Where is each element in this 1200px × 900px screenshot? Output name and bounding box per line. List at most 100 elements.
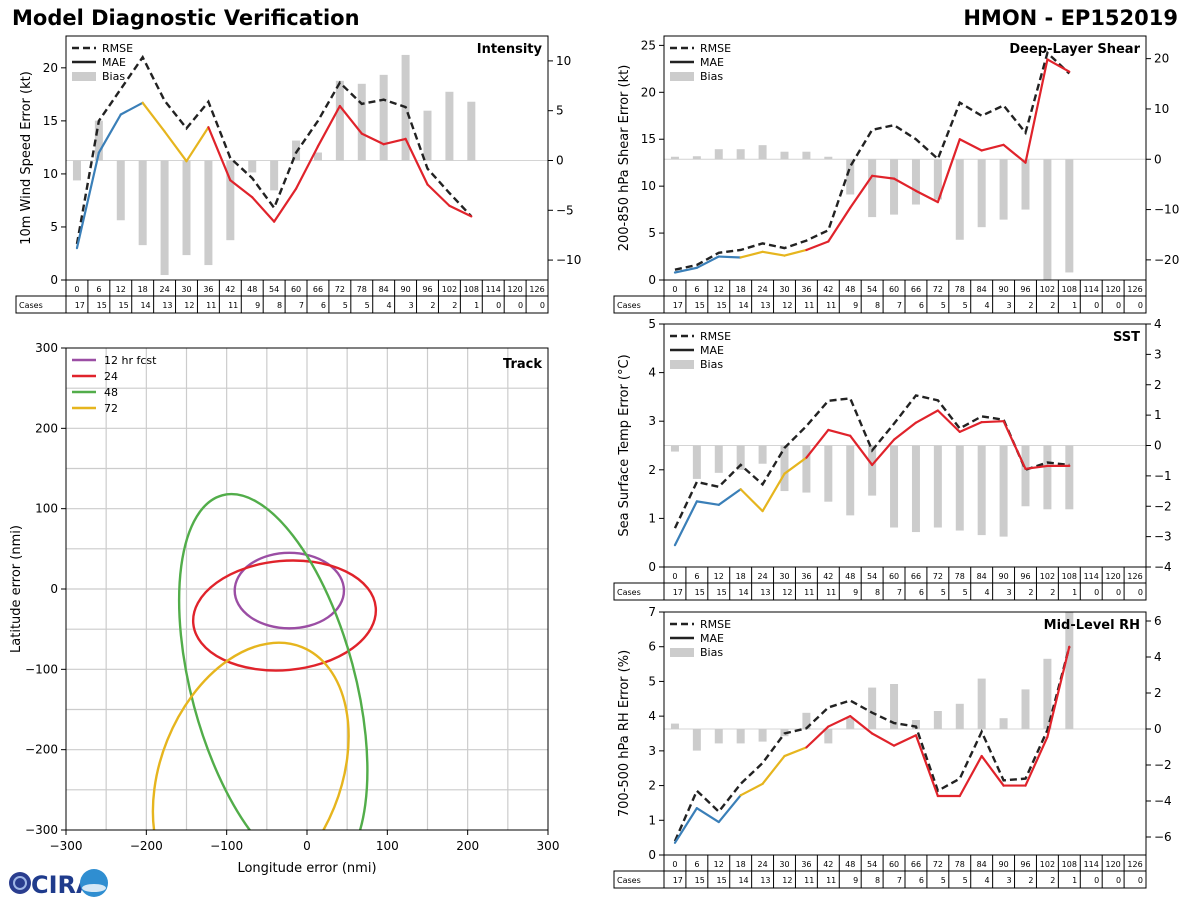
- case-count: 8: [875, 301, 880, 310]
- case-count: 9: [853, 588, 858, 597]
- lead-time-label: 0: [74, 285, 79, 294]
- case-count: 5: [941, 301, 946, 310]
- mae-segment: [185, 126, 210, 163]
- case-count: 4: [985, 301, 990, 310]
- case-count: 7: [897, 588, 902, 597]
- mae-segment: [695, 807, 720, 824]
- legend-mae-label: MAE: [102, 56, 126, 69]
- case-count: 6: [919, 588, 924, 597]
- mae-segment: [739, 488, 764, 513]
- y-tick-label: −200: [25, 743, 58, 757]
- lead-time-label: 12: [714, 572, 724, 581]
- case-count: 8: [875, 588, 880, 597]
- bias-bar: [313, 152, 322, 161]
- case-count: 11: [804, 876, 814, 885]
- case-count: 2: [1050, 301, 1055, 310]
- legend-mae-label: MAE: [700, 344, 724, 357]
- case-count: 3: [1006, 588, 1011, 597]
- mae-segment: [980, 754, 1005, 787]
- case-count: 11: [804, 588, 814, 597]
- case-count: 1: [474, 301, 479, 310]
- y-tick-label: 6: [648, 640, 656, 654]
- bias-bar: [292, 140, 301, 161]
- y2-tick-label: −10: [556, 253, 581, 267]
- bias-bar: [824, 729, 833, 744]
- lead-time-label: 102: [1040, 860, 1055, 869]
- lead-time-label: 96: [1020, 285, 1030, 294]
- lead-time-label: 24: [757, 572, 767, 581]
- mae-segment: [207, 126, 232, 182]
- lead-time-label: 18: [736, 572, 746, 581]
- case-count: 15: [695, 876, 705, 885]
- bias-bar: [467, 101, 476, 161]
- bias-bar: [758, 445, 767, 464]
- case-count: 9: [853, 876, 858, 885]
- cira-globe-inner-icon: [13, 876, 27, 890]
- bias-bar: [1043, 159, 1052, 280]
- bias-bar: [379, 74, 388, 161]
- mae-segment: [360, 132, 385, 146]
- bias-bar: [890, 445, 899, 528]
- mae-segment: [141, 101, 166, 133]
- mae-segment: [1024, 464, 1049, 470]
- page-title: Model Diagnostic Verification: [12, 6, 360, 30]
- lead-time-label: 120: [1105, 572, 1120, 581]
- case-count: 6: [919, 301, 924, 310]
- lead-time-label: 6: [694, 572, 699, 581]
- case-count: 17: [673, 301, 683, 310]
- plot-frame: [65, 35, 549, 281]
- lead-time-label: 108: [1062, 572, 1077, 581]
- x-tick-label: 300: [537, 839, 560, 853]
- bias-bar: [955, 703, 964, 729]
- mae-segment: [783, 746, 808, 758]
- track-ellipse: [233, 551, 346, 630]
- bias-bar: [824, 156, 833, 160]
- case-count: 0: [1138, 876, 1143, 885]
- legend-bias-swatch: [670, 72, 694, 81]
- legend-bias-swatch: [670, 360, 694, 369]
- mae-segment: [936, 409, 961, 433]
- y2-tick-label: −20: [1154, 253, 1179, 267]
- case-count: 12: [782, 588, 792, 597]
- bias-bar: [1043, 445, 1052, 510]
- bias-bar: [824, 445, 833, 502]
- y-tick-label: 5: [50, 220, 58, 234]
- mae-segment: [673, 807, 698, 844]
- bias-bar: [270, 160, 279, 191]
- bias-bar: [802, 151, 811, 160]
- mae-segment: [1046, 645, 1071, 739]
- y-axis-label: 700-500 hPa RH Error (%): [617, 650, 632, 817]
- mae-segment: [119, 101, 144, 116]
- bias-bar: [138, 160, 147, 246]
- lead-time-label: 84: [977, 572, 987, 581]
- y2-tick-label: 6: [1154, 614, 1162, 628]
- lead-time-label: 102: [1040, 285, 1055, 294]
- bias-bar: [846, 445, 855, 516]
- bias-bar: [714, 445, 723, 473]
- legend-bias-label: Bias: [700, 358, 723, 371]
- x-tick-label: −100: [210, 839, 243, 853]
- case-count: 11: [826, 876, 836, 885]
- lead-time-label: 96: [1020, 860, 1030, 869]
- bias-bar: [890, 684, 899, 729]
- lead-time-label: 126: [1127, 572, 1142, 581]
- case-count: 6: [321, 301, 326, 310]
- legend-bias-label: Bias: [700, 646, 723, 659]
- mae-segment: [849, 715, 874, 735]
- y2-tick-label: 0: [1154, 722, 1162, 736]
- mae-segment: [695, 255, 720, 269]
- bias-bar: [670, 156, 679, 160]
- lead-time-label: 54: [867, 572, 877, 581]
- bias-bar: [846, 159, 855, 195]
- mae-segment: [761, 250, 786, 257]
- bias-bar: [933, 159, 942, 200]
- cira-logo: CIRA: [9, 869, 108, 899]
- mae-segment: [1046, 58, 1071, 73]
- mae-segment: [761, 754, 786, 785]
- y-tick-label: 7: [648, 605, 656, 619]
- mae-segment: [914, 734, 939, 798]
- lead-time-label: 54: [867, 285, 877, 294]
- lead-time-label: 78: [955, 572, 965, 581]
- bias-bar: [94, 120, 103, 161]
